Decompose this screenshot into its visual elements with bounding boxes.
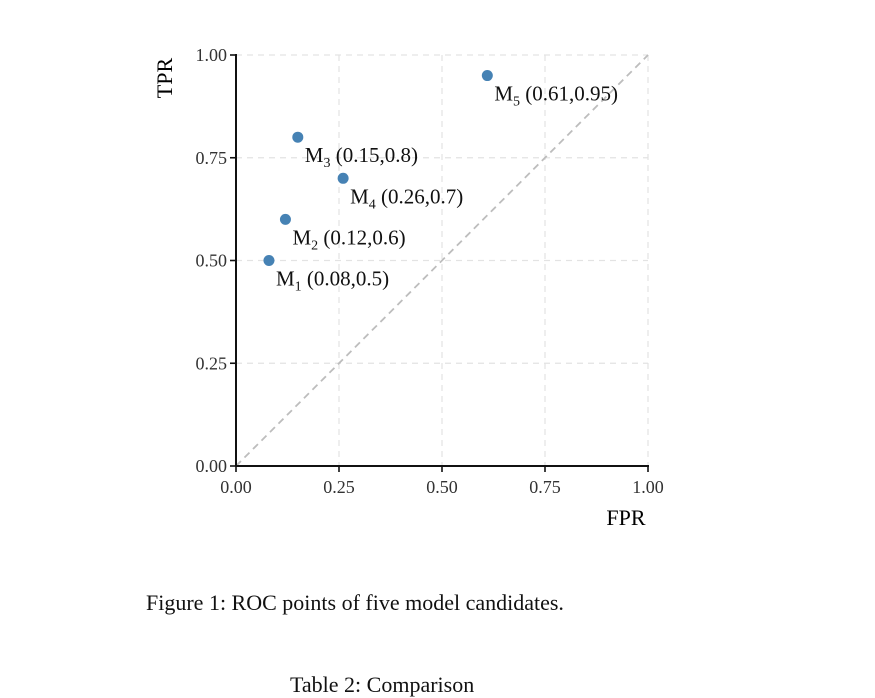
next-table-caption: Table 2: Comparison xyxy=(290,672,475,697)
x-tick-label: 0.50 xyxy=(426,477,458,497)
point-label: M5 (0.61,0.95) xyxy=(494,82,618,110)
y-tick-label: 0.75 xyxy=(196,148,228,168)
point-label: M3 (0.15,0.8) xyxy=(305,143,418,171)
data-point xyxy=(263,255,275,266)
data-points: M1 (0.08,0.5) M2 (0.12,0.6) M3 (0.15,0.8) M… xyxy=(263,70,618,295)
data-point xyxy=(292,131,304,143)
point-label: M1 (0.08,0.5) xyxy=(276,267,389,295)
x-tick-label: 0.00 xyxy=(220,477,252,497)
x-tick-label: 1.00 xyxy=(632,477,664,497)
x-axis-label: FPR xyxy=(606,505,645,530)
point-label: M4 (0.26,0.7) xyxy=(350,184,463,212)
roc-chart: 0.00 0.25 0.50 0.75 1.00 0.00 0.25 0.50 0.75 1.00… xyxy=(152,45,664,530)
y-tick-label: 0.50 xyxy=(196,251,228,271)
axes: 0.00 0.25 0.50 0.75 1.00 0.00 0.25 0.50 0.75 1.00 xyxy=(196,45,664,497)
point-label: M2 (0.12,0.6) xyxy=(292,225,405,253)
data-point xyxy=(279,213,291,225)
diagonal-reference-line xyxy=(235,54,649,467)
y-tick-label: 0.00 xyxy=(196,456,228,476)
data-point xyxy=(481,70,493,82)
y-tick-label: 0.25 xyxy=(196,353,228,373)
y-axis-label: TPR xyxy=(152,58,177,99)
x-tick-label: 0.75 xyxy=(529,477,561,497)
grid-lines xyxy=(235,54,649,467)
y-tick-label: 1.00 xyxy=(196,45,228,65)
data-point xyxy=(337,172,349,184)
figure-caption: Figure 1: ROC points of five model candi… xyxy=(146,590,564,615)
x-tick-label: 0.25 xyxy=(323,477,355,497)
